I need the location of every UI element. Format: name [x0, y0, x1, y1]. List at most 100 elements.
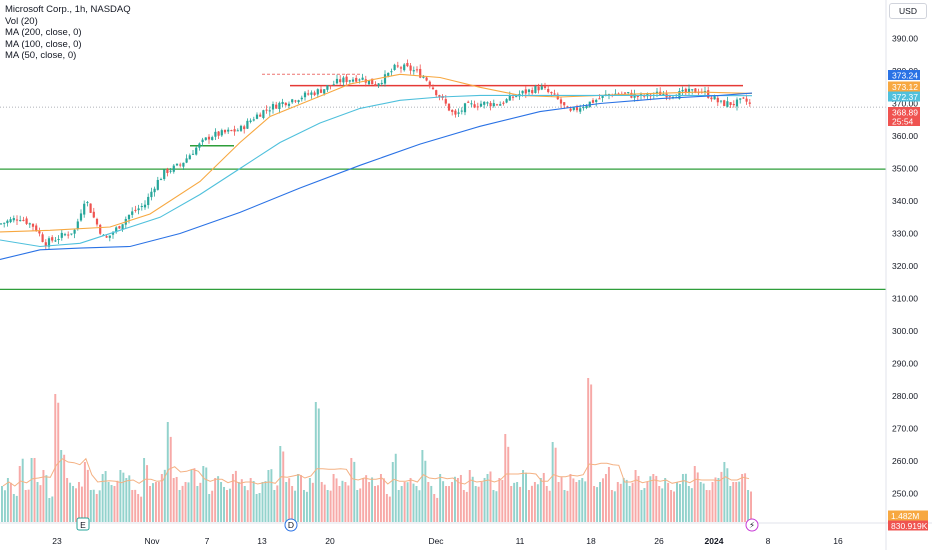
candle-body: [374, 84, 376, 86]
candle-body: [474, 104, 476, 107]
candle-body: [186, 158, 188, 162]
volume-tag: 830.919K: [888, 521, 928, 532]
candle-body: [592, 100, 594, 103]
volume-bar: [294, 491, 296, 522]
volume-bar: [555, 448, 557, 522]
y-tick-label: 270.00: [892, 424, 918, 434]
lightning-icon: ⚡: [746, 519, 758, 531]
candle-body: [730, 102, 732, 105]
candle-body: [570, 109, 572, 111]
volume-bar: [25, 490, 27, 522]
volume-bar: [223, 487, 225, 522]
volume-bar: [300, 475, 302, 522]
volume-bar: [469, 470, 471, 522]
volume-bar: [362, 478, 364, 522]
volume-bar: [146, 465, 148, 522]
volume-bar: [374, 486, 376, 522]
candle-body: [682, 90, 684, 92]
candle-body: [131, 211, 133, 214]
candle-body: [182, 163, 184, 167]
volume-bar: [635, 470, 637, 522]
x-tick-label: Nov: [144, 536, 160, 546]
volume-bar: [152, 483, 154, 522]
candle-body: [381, 83, 383, 84]
volume-bar: [176, 477, 178, 522]
candle-body: [720, 101, 722, 102]
event-marker: D: [285, 519, 297, 531]
candle-body: [525, 89, 527, 93]
candle-body: [358, 79, 360, 80]
volume-bar: [664, 478, 666, 522]
volume-bar: [513, 483, 515, 522]
volume-bar: [558, 482, 560, 522]
volume-bar: [424, 461, 426, 522]
volume-bar: [522, 470, 524, 522]
volume-bar: [540, 478, 542, 522]
candle-body: [582, 107, 584, 108]
volume-bar: [114, 486, 116, 522]
candle-body: [227, 130, 229, 132]
candle-body: [272, 104, 274, 109]
volume-bar: [404, 482, 406, 522]
volume-bar: [359, 488, 361, 522]
volume-bar: [285, 482, 287, 522]
x-tick-label: Dec: [428, 536, 444, 546]
candle-body: [723, 100, 725, 106]
volume-bar: [575, 482, 577, 522]
volume-bar: [717, 478, 719, 522]
event-label: D: [288, 520, 294, 530]
volume-bar: [490, 471, 492, 522]
volume-bar: [309, 478, 311, 522]
volume-bar: [498, 478, 500, 522]
candle-body: [278, 103, 280, 109]
volume-bar: [564, 490, 566, 522]
volume-tag-label: 1.482M: [891, 511, 919, 521]
candle-body: [150, 192, 152, 197]
volume-tag: 1.482M: [888, 511, 928, 522]
volume-tag-label: 830.919K: [891, 521, 928, 531]
candle-body: [554, 94, 556, 95]
candle-body: [461, 111, 463, 112]
currency-button[interactable]: USD: [889, 3, 927, 19]
price-tag-label: 373.12: [892, 82, 918, 92]
candle-body: [387, 73, 389, 76]
volume-bar: [208, 494, 210, 522]
candle-body: [330, 85, 332, 86]
candle-body: [86, 202, 88, 203]
candle-body: [93, 212, 95, 218]
volume-bar: [640, 490, 642, 522]
candle-body: [515, 96, 517, 97]
legend-ma50: MA (50, close, 0): [5, 50, 131, 62]
volume-bar: [670, 490, 672, 522]
volume-bar: [676, 482, 678, 522]
volume-bar: [478, 487, 480, 522]
volume-bar: [451, 482, 453, 522]
candle-body: [451, 110, 453, 112]
volume-bar: [188, 482, 190, 522]
candle-body: [710, 98, 712, 100]
candle-body: [80, 213, 82, 220]
volume-bar: [430, 486, 432, 522]
candle-body: [429, 82, 431, 87]
volume-bar: [155, 482, 157, 522]
volume-bar: [339, 486, 341, 522]
candle-body: [288, 104, 290, 106]
volume-bar: [10, 483, 12, 522]
volume-bar: [282, 451, 284, 522]
volume-bar: [413, 484, 415, 522]
candle-body: [195, 148, 197, 155]
volume-bar: [744, 473, 746, 522]
candle-body: [397, 65, 399, 66]
x-tick-label: 7: [205, 536, 210, 546]
volume-bar: [259, 493, 261, 522]
candle-body: [534, 86, 536, 93]
candle-body: [221, 130, 223, 135]
volume-bar: [655, 476, 657, 522]
volume-bar: [368, 482, 370, 522]
volume-bar: [330, 491, 332, 522]
y-tick-label: 390.00: [892, 34, 918, 44]
volume-bar: [365, 475, 367, 522]
candle-body: [314, 92, 316, 95]
candle-body: [627, 92, 629, 93]
